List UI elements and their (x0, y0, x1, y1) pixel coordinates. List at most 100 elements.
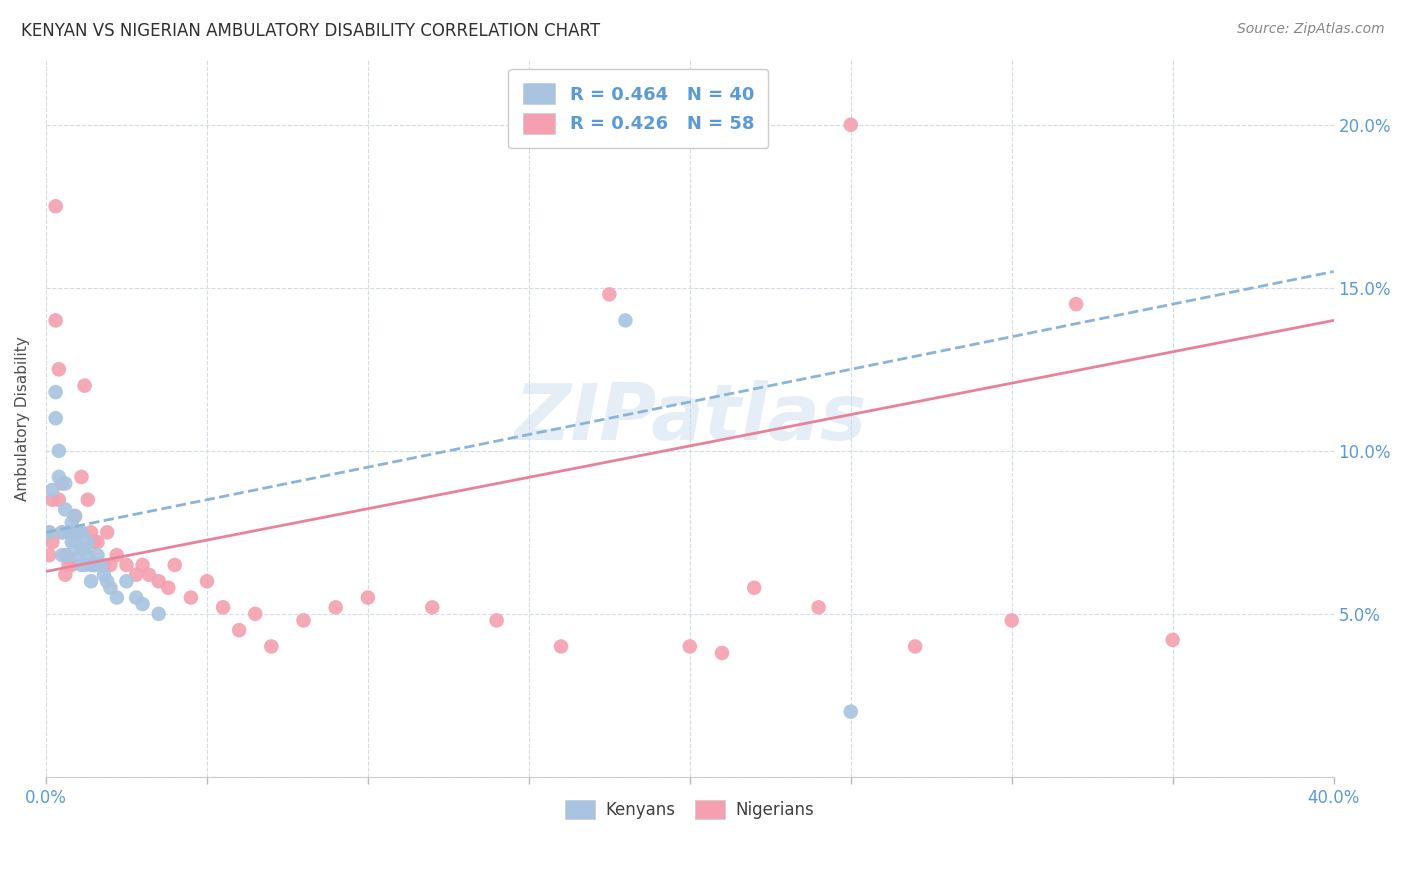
Point (83, 558, 105, 572)
Point (70, 470, 93, 484)
Point (63, 509, 86, 524)
Point (67, 525, 90, 540)
Point (38, 525, 60, 540)
Point (73, 558, 96, 572)
Point (98, 558, 121, 572)
Point (157, 581, 180, 595)
Point (58, 558, 80, 572)
Point (41, 535, 63, 549)
Point (839, 705, 862, 719)
Legend: Kenyans, Nigerians: Kenyans, Nigerians (558, 793, 821, 826)
Point (98, 581, 121, 595)
Point (105, 591, 128, 605)
Point (70, 558, 93, 572)
Point (80, 525, 103, 540)
Point (76, 548, 98, 562)
Point (51, 525, 73, 540)
Point (45, 411, 67, 425)
Point (86, 535, 108, 549)
Point (839, 118, 862, 132)
Point (90, 558, 112, 572)
Point (60, 525, 83, 540)
Point (53, 548, 76, 562)
Point (63, 535, 86, 549)
Point (711, 646, 734, 660)
Point (58, 548, 80, 562)
Point (148, 574, 170, 589)
Text: Source: ZipAtlas.com: Source: ZipAtlas.com (1237, 22, 1385, 37)
Point (550, 640, 572, 654)
Point (679, 640, 702, 654)
Point (63, 509, 86, 524)
Point (76, 492, 98, 507)
Point (60, 558, 83, 572)
Point (51, 548, 73, 562)
Point (195, 574, 218, 589)
Point (53, 476, 76, 491)
Point (67, 548, 90, 562)
Point (125, 591, 148, 605)
Point (73, 541, 96, 556)
Point (138, 567, 160, 582)
Point (93, 558, 115, 572)
Point (904, 640, 927, 654)
Point (51, 525, 73, 540)
Point (115, 558, 138, 572)
Point (58, 525, 80, 540)
Point (1161, 632, 1184, 647)
Text: KENYAN VS NIGERIAN AMBULATORY DISABILITY CORRELATION CHART: KENYAN VS NIGERIAN AMBULATORY DISABILITY… (21, 22, 600, 40)
Point (420, 600, 443, 615)
Point (96, 525, 118, 540)
Point (163, 558, 186, 572)
Point (60, 516, 83, 530)
Point (357, 591, 380, 605)
Point (260, 640, 283, 654)
Point (48, 492, 70, 507)
Point (45, 385, 67, 400)
Point (76, 535, 98, 549)
Point (38, 525, 60, 540)
Point (180, 591, 202, 605)
Point (742, 581, 765, 595)
Point (83, 535, 105, 549)
Point (1064, 297, 1087, 311)
Point (53, 567, 76, 582)
Point (83, 558, 105, 572)
Point (73, 378, 96, 392)
Point (131, 558, 153, 572)
Point (58, 525, 80, 540)
Point (125, 567, 148, 582)
Point (41, 492, 63, 507)
Point (80, 558, 103, 572)
Point (1001, 613, 1024, 627)
Point (70, 525, 93, 540)
Point (70, 541, 93, 556)
Point (93, 567, 115, 582)
Point (325, 600, 347, 615)
Y-axis label: Ambulatory Disability: Ambulatory Disability (15, 336, 30, 500)
Point (212, 600, 235, 615)
Point (614, 313, 637, 327)
Point (131, 597, 153, 611)
Point (38, 548, 60, 562)
Point (485, 613, 508, 627)
Point (148, 607, 170, 621)
Point (60, 535, 83, 549)
Point (45, 199, 67, 213)
Point (228, 623, 250, 637)
Point (45, 313, 67, 327)
Point (807, 600, 830, 615)
Point (245, 607, 267, 621)
Point (80, 574, 103, 589)
Point (598, 287, 620, 301)
Point (48, 362, 70, 376)
Point (86, 548, 108, 562)
Point (105, 548, 128, 562)
Point (51, 476, 73, 491)
Point (48, 470, 70, 484)
Point (67, 525, 90, 540)
Point (41, 483, 63, 497)
Point (48, 443, 70, 458)
Point (115, 574, 138, 589)
Point (96, 574, 118, 589)
